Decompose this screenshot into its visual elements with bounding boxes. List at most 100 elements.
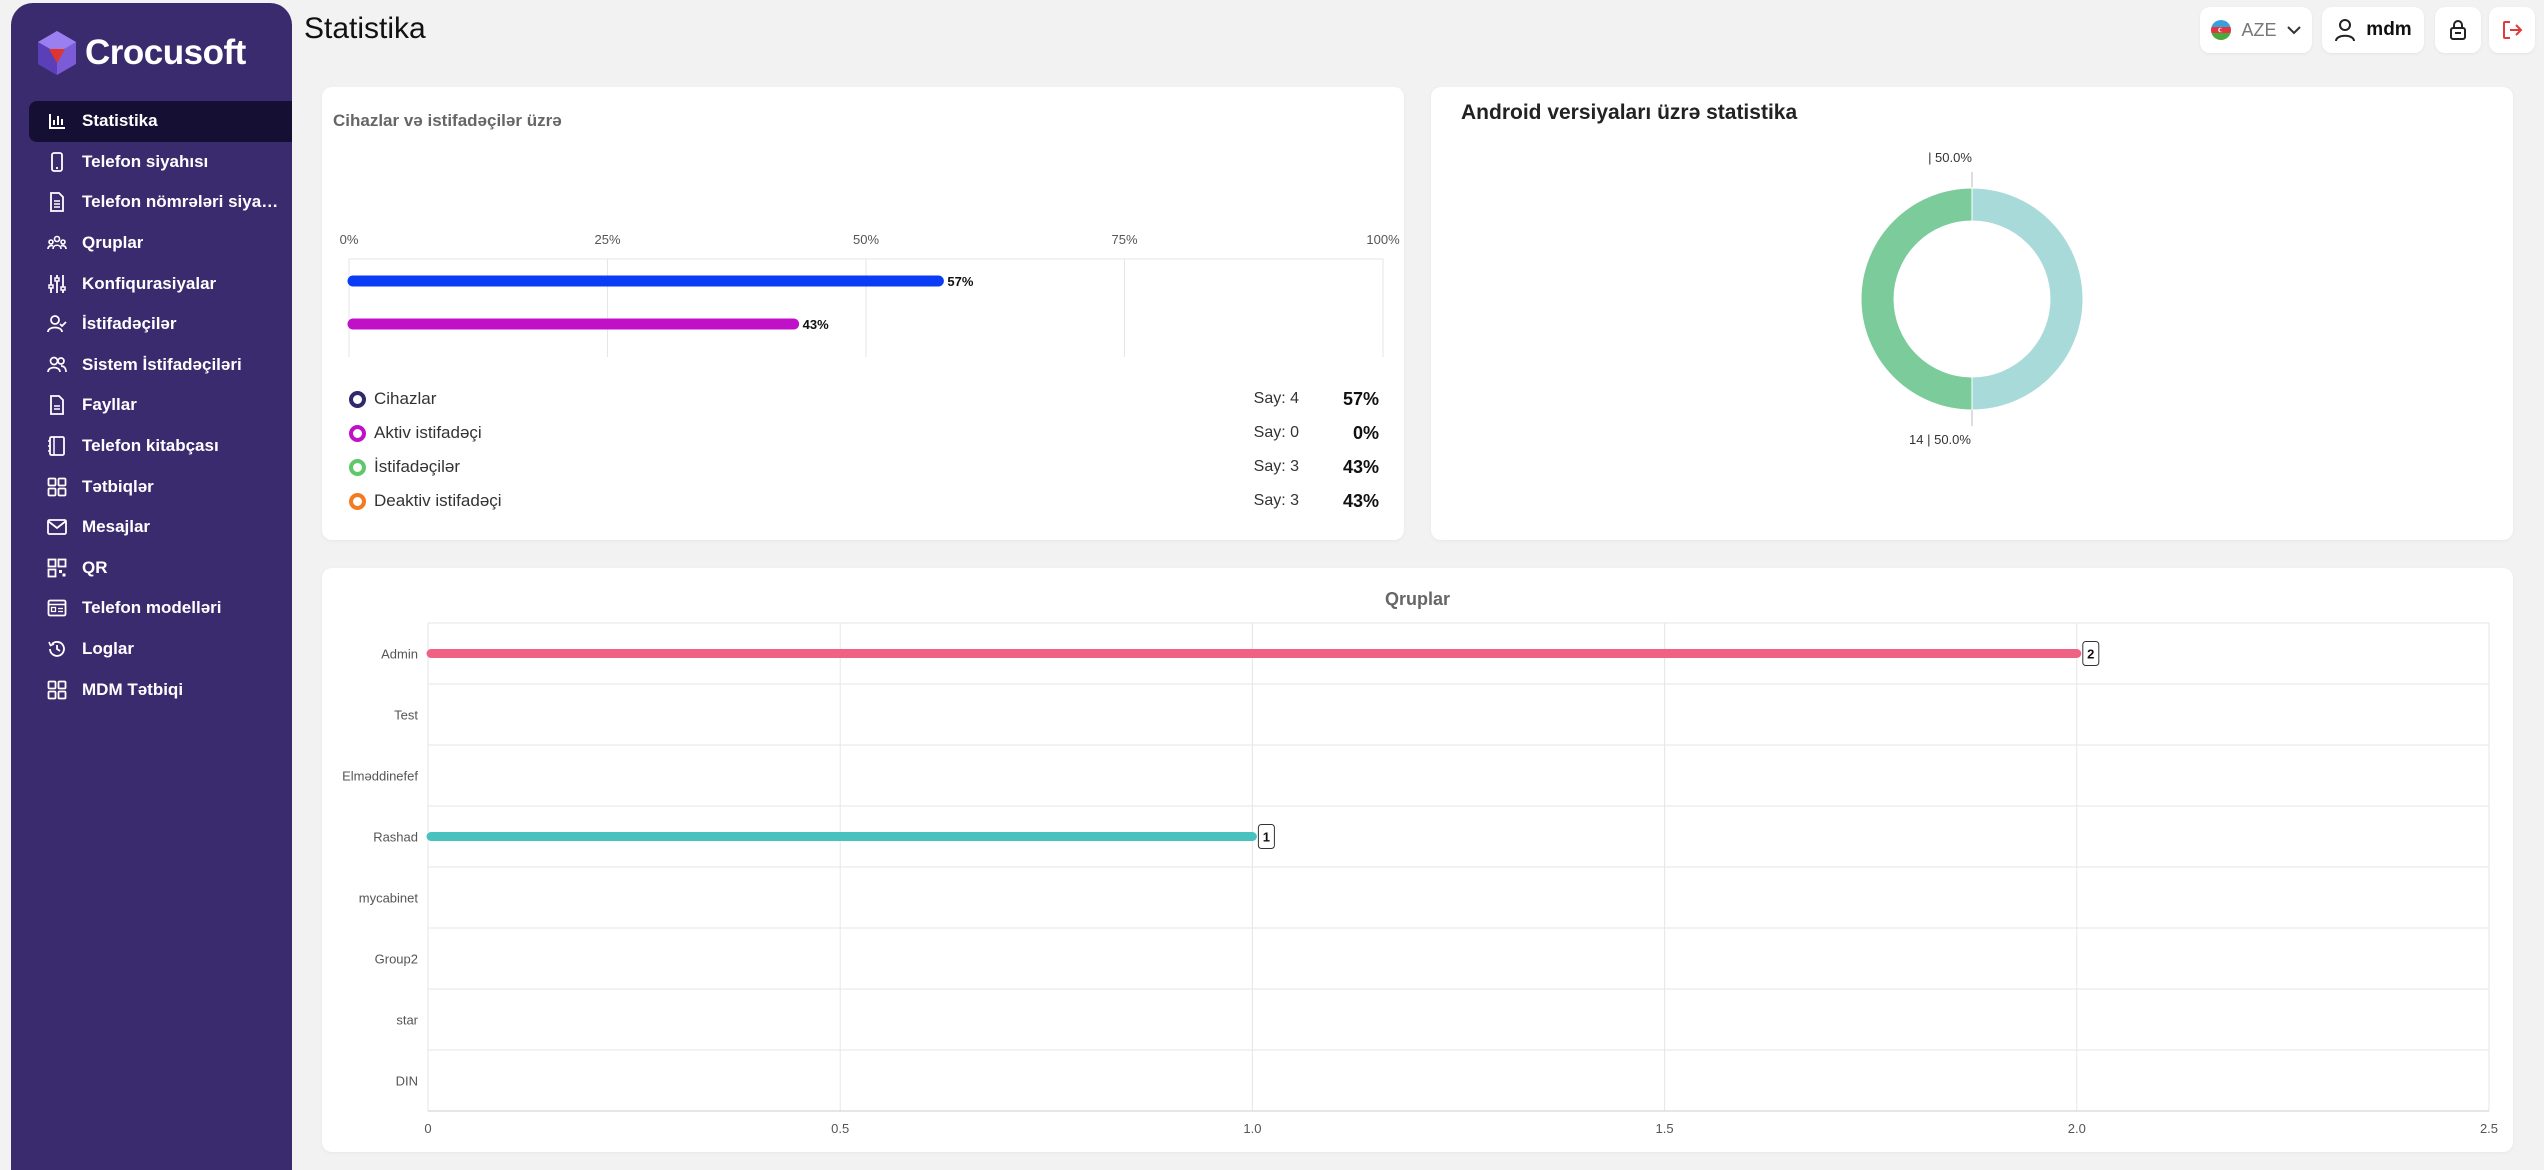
groups-card: Qruplar 0 0.5 1.0 1.5 2.0 2.5 Admin 2 Test Elmədd… (322, 568, 2513, 1152)
devices-users-title: Cihazlar və istifadəçilər üzrə (333, 111, 562, 130)
android-versions-title: Android versiyaları üzrə statistika (1461, 101, 1798, 124)
bar-value-badge (1257, 824, 1275, 849)
phonebook-icon (48, 436, 65, 456)
slice-label: | 50.0% (1928, 150, 1972, 165)
phone-models-icon (47, 600, 67, 617)
groups-title: Qruplar (1384, 589, 1450, 609)
language-selector[interactable]: AZE (2200, 7, 2312, 53)
document-list-icon (50, 192, 64, 213)
bar-value-label: 43% (803, 317, 829, 332)
sliders-icon (48, 274, 66, 293)
sidebar-item-qr[interactable]: QR (29, 548, 292, 589)
devices-users-card: Cihazlar və istifadəçilər üzrə 0% 25% 50% 7… (322, 87, 1404, 540)
crocus-logo-icon (38, 31, 76, 75)
sidebar-item-label: Telefon kitabçası (82, 436, 219, 456)
y-tick-label: Elməddinefef (342, 769, 418, 784)
x-tick-label: 2.0 (2068, 1121, 2086, 1136)
sidebar-item-konfiqurasiyalar[interactable]: Konfiqurasiyalar (29, 263, 292, 304)
lock-icon (2450, 20, 2466, 40)
slice-label: 14 | 50.0% (1909, 432, 1971, 447)
bar-value-badge (2082, 641, 2100, 666)
user-check-icon (47, 315, 67, 333)
legend-item[interactable]: İstifadəçilər Say: 3 43% (349, 450, 1379, 484)
x-tick-label: 50% (853, 232, 879, 247)
bar-chart-icon (49, 114, 65, 130)
sidebar-item-label: MDM Tətbiqi (82, 679, 184, 699)
page-title: Statistika (304, 12, 426, 45)
donut-slice[interactable] (1971, 187, 2084, 411)
chevron-down-icon (2286, 26, 2301, 35)
sidebar-item-label: Telefon modelləri (82, 598, 222, 618)
sidebar-item-label: Statistika (82, 111, 158, 131)
sidebar-item-telefon-modelləri[interactable]: Telefon modelləri (29, 588, 292, 629)
sidebar-item-label: Loglar (82, 639, 134, 659)
legend-item[interactable]: Cihazlar Say: 4 57% (349, 382, 1379, 416)
legend-percent: 0% (1352, 422, 1379, 443)
x-tick-label: 0 (424, 1121, 431, 1136)
username: mdm (2366, 19, 2412, 40)
legend-count: Say: 3 (1253, 492, 1299, 509)
sidebar-nav: Statistika Telefon siyahısı Telefon nömrəl… (29, 101, 292, 710)
brand-name: Crocusoft (85, 33, 246, 72)
user-menu-button[interactable]: mdm (2322, 7, 2424, 53)
apps-grid-icon (47, 477, 67, 497)
sidebar-item-i-stifadəçilər[interactable]: İstifadəçilər (29, 304, 292, 345)
mail-icon (47, 519, 67, 536)
bar-value-label: 2 (2087, 647, 2094, 662)
sidebar-item-label: Telefon nömrələri siyahısı (82, 192, 287, 212)
y-tick-label: mycabinet (359, 891, 419, 906)
sidebar-item-loglar[interactable]: Loglar (29, 629, 292, 670)
devices-users-legend: Cihazlar Say: 4 57% Aktiv istifadəçi Say: 0 0… (349, 382, 1379, 518)
legend-percent: 43% (1342, 456, 1379, 477)
legend-label: İstifadəçilər (374, 457, 460, 476)
apps-grid-icon (47, 680, 67, 700)
x-tick-label: 100% (1366, 232, 1400, 247)
logout-button[interactable] (2489, 7, 2535, 53)
x-tick-label: 2.5 (2480, 1121, 2498, 1136)
legend-percent: 57% (1342, 388, 1379, 409)
x-tick-label: 0.5 (831, 1121, 849, 1136)
y-tick-label: Rashad (373, 830, 418, 845)
android-versions-chart: | 50.0% 14 | 50.0% (1860, 150, 2084, 447)
sidebar-item-tətbiqlər[interactable]: Tətbiqlər (29, 466, 292, 507)
sidebar: Crocusoft Statistika Telefon siyahısı Tele… (11, 3, 292, 1170)
sidebar-item-mesajlar[interactable]: Mesajlar (29, 507, 292, 548)
sidebar-item-telefon-nömrələri-siyahısı[interactable]: Telefon nömrələri siyahısı (29, 182, 292, 223)
sidebar-item-fayllar[interactable]: Fayllar (29, 385, 292, 426)
file-icon (50, 395, 64, 416)
qr-code-icon (47, 558, 67, 578)
brand-logo[interactable]: Crocusoft (35, 27, 246, 79)
sidebar-item-label: Mesajlar (82, 517, 151, 537)
sidebar-item-label: QR (82, 557, 108, 577)
phone-icon (51, 151, 63, 172)
sidebar-item-sistem-i-stifadəçiləri[interactable]: Sistem İstifadəçiləri (29, 345, 292, 386)
sidebar-item-telefon-siyahısı[interactable]: Telefon siyahısı (29, 142, 292, 183)
x-tick-label: 0% (340, 232, 359, 247)
sidebar-item-label: İstifadəçilər (82, 314, 177, 334)
legend-item[interactable]: Aktiv istifadəçi Say: 0 0% (349, 416, 1379, 450)
donut-slice[interactable] (1860, 187, 1973, 411)
sidebar-item-telefon-kitabçası[interactable]: Telefon kitabçası (29, 426, 292, 467)
lock-button[interactable] (2435, 7, 2481, 53)
legend-marker-icon (349, 492, 366, 510)
legend-percent: 43% (1342, 490, 1379, 511)
legend-item[interactable]: Deaktiv istifadəçi Say: 3 43% (349, 484, 1379, 518)
y-tick-label: Group2 (375, 952, 418, 967)
x-tick-label: 1.5 (1656, 1121, 1674, 1136)
x-tick-label: 1.0 (1243, 1121, 1261, 1136)
sidebar-item-label: Tətbiqlər (82, 476, 154, 496)
sidebar-item-qruplar[interactable]: Qruplar (29, 223, 292, 264)
user-icon (2335, 19, 2356, 42)
legend-count: Say: 3 (1253, 458, 1299, 475)
group-icon (47, 235, 67, 250)
sidebar-item-label: Sistem İstifadəçiləri (82, 354, 242, 374)
bar-value-label: 57% (947, 274, 973, 289)
sidebar-item-statistika[interactable]: Statistika (29, 101, 292, 142)
y-tick-label: Admin (381, 647, 418, 662)
legend-marker-icon (349, 458, 366, 476)
sidebar-item-mdm-tətbiqi[interactable]: MDM Tətbiqi (29, 669, 292, 710)
y-tick-label: star (396, 1013, 418, 1028)
legend-label: Aktiv istifadəçi (374, 423, 482, 442)
y-tick-label: DIN (396, 1074, 418, 1089)
android-versions-card: Android versiyaları üzrə statistika | 50… (1431, 87, 2513, 540)
